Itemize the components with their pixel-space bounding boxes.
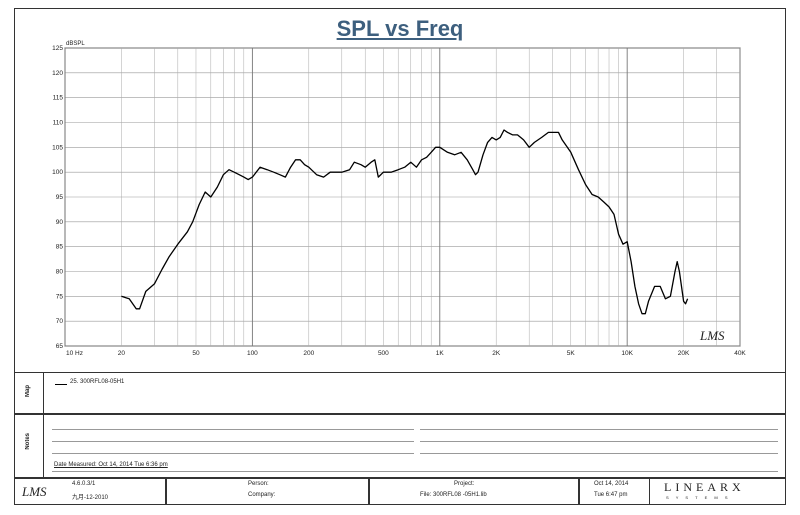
date-measured: Date Measured: Oct 14, 2014 Tue 6:36 pm: [54, 462, 168, 468]
notes-line: [420, 429, 778, 430]
y-tick-label: 75: [56, 293, 64, 300]
y-tick-label: 110: [53, 120, 64, 127]
y-tick-labels: 65 70 75 80 85 90 95 100 105 110 115 120 125: [52, 45, 63, 350]
notes-line: [52, 429, 414, 430]
y-tick-label: 65: [56, 343, 64, 350]
x-tick-label: 40K: [734, 350, 746, 357]
x-tick-label: 10 Hz: [66, 350, 83, 357]
footer-cell-version: [14, 478, 166, 505]
footer-brand-sub: S Y S T E M S: [666, 495, 731, 500]
map-label: Map: [25, 385, 31, 397]
y-tick-label: 105: [52, 144, 63, 151]
x-tick-label: 5K: [567, 350, 576, 357]
footer-date: Oct 14, 2014: [594, 481, 629, 487]
footer-cell-date: [579, 478, 650, 505]
notes-label: Notes: [25, 433, 31, 450]
series-group: [121, 129, 689, 315]
notes-line: [52, 441, 414, 442]
x-tick-labels: 10 Hz 20 50 100 200 500 1K 2K 5K 10K 20K 40K: [66, 350, 746, 357]
footer-person-label: Person:: [248, 481, 269, 487]
series-line: [121, 129, 689, 315]
map-label-box: [14, 372, 44, 414]
footer-time: Tue 6:47 pm: [594, 492, 628, 498]
footer-logo: LMS: [22, 484, 47, 499]
y-tick-label: 100: [52, 169, 63, 176]
chart-title: SPL vs Freq: [336, 16, 464, 41]
footer-brand: LINEARX: [664, 480, 745, 494]
notes-line: [52, 453, 414, 454]
y-axis-label: dBSPL: [66, 41, 85, 47]
footer-version: 4.6.0.3/1: [72, 481, 96, 487]
y-tick-label: 125: [52, 45, 63, 52]
notes-label-box: [14, 414, 44, 478]
lms-watermark: LMS: [699, 328, 725, 343]
footer-project-label: Project:: [454, 481, 475, 487]
footer-build: 九月-12-2010: [72, 495, 109, 501]
x-tick-label: 50: [192, 350, 200, 357]
x-tick-label: 500: [378, 350, 389, 357]
y-tick-label: 95: [56, 194, 64, 201]
chart-grid: [64, 47, 741, 347]
legend-entry: 25. 300RFL08-05H1: [70, 379, 125, 385]
legend-swatch: [55, 384, 67, 385]
x-tick-label: 20K: [678, 350, 690, 357]
y-tick-label: 85: [56, 244, 64, 251]
x-tick-label: 20: [118, 350, 126, 357]
footer-company-label: Company:: [248, 492, 276, 498]
notes-line: [420, 441, 778, 442]
y-tick-label: 115: [53, 95, 64, 102]
x-tick-label: 200: [303, 350, 314, 357]
y-tick-label: 120: [52, 70, 63, 77]
map-panel: [14, 372, 786, 414]
notes-line: [420, 453, 778, 454]
y-tick-label: 90: [56, 219, 64, 226]
footer-cell-project: [369, 478, 579, 505]
x-tick-label: 1K: [436, 350, 445, 357]
x-tick-label: 2K: [492, 350, 501, 357]
footer-file-label: File: 300RFL08 -05H1.lib: [420, 492, 487, 498]
notes-line: [52, 471, 778, 472]
y-tick-label: 70: [56, 318, 64, 325]
x-tick-label: 100: [247, 350, 258, 357]
y-tick-label: 80: [56, 269, 64, 276]
x-tick-label: 10K: [621, 350, 633, 357]
footer-cell-person: [166, 478, 369, 505]
notes-panel: [14, 414, 786, 478]
